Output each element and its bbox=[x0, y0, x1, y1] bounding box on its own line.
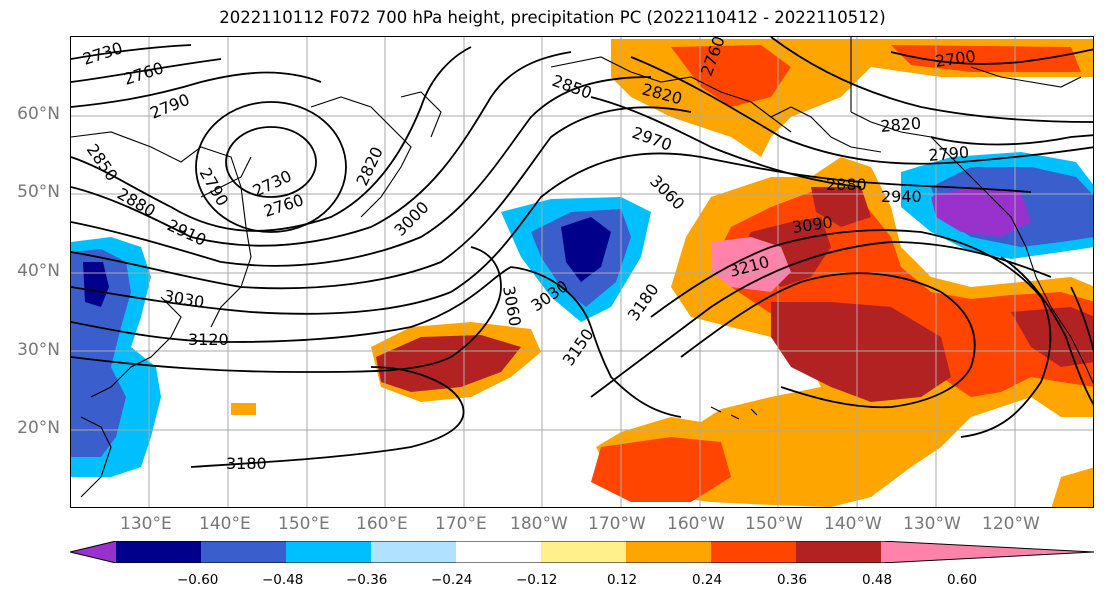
contour-label: 2970 bbox=[630, 123, 675, 155]
colorbar-tick-label: 0.36 bbox=[777, 572, 808, 588]
height-contours bbox=[71, 37, 1093, 468]
contour-label: 2730 bbox=[80, 38, 125, 69]
colorbar-segment bbox=[711, 541, 796, 563]
lon-label: 130°W bbox=[903, 514, 961, 534]
contour-label: 3120 bbox=[188, 330, 229, 349]
lon-label: 180°W bbox=[510, 514, 568, 534]
lon-label: 140°E bbox=[199, 514, 251, 534]
map-title: 2022110112 F072 700 hPa height, precipit… bbox=[219, 8, 886, 27]
map-canvas: 2730 2760 2790 2850 2880 2910 2730 2760 … bbox=[71, 37, 1093, 507]
lon-label: 140°W bbox=[824, 514, 882, 534]
contour-label: 3180 bbox=[226, 454, 267, 473]
contour-label: 2880 bbox=[826, 175, 867, 194]
colorbar-segment bbox=[116, 541, 201, 563]
lat-label: 50°N bbox=[17, 182, 60, 202]
lat-label: 30°N bbox=[17, 340, 60, 360]
lon-label: 160°W bbox=[667, 514, 725, 534]
lon-label: 120°W bbox=[982, 514, 1040, 534]
precip-positive-areas bbox=[231, 39, 1093, 507]
lat-label: 40°N bbox=[17, 261, 60, 281]
contour-label: 2910 bbox=[164, 215, 209, 249]
colorbar-segment bbox=[286, 541, 371, 563]
contour-label: 2790 bbox=[928, 143, 970, 165]
colorbar-tick-label: 0.48 bbox=[862, 572, 893, 588]
colorbar-segment bbox=[371, 541, 456, 563]
contour-label: 2760 bbox=[121, 58, 166, 89]
colorbar-segment bbox=[541, 541, 626, 563]
coastlines bbox=[71, 37, 1093, 498]
colorbar-segment bbox=[881, 541, 1094, 563]
precip-negative-areas bbox=[71, 152, 1093, 477]
colorbar-tick-label: 0.24 bbox=[692, 572, 723, 588]
colorbar-tick-label: −0.36 bbox=[346, 572, 388, 588]
colorbar bbox=[70, 541, 1094, 563]
colorbar-tick-label: −0.12 bbox=[516, 572, 558, 588]
lon-label: 130°E bbox=[120, 514, 172, 534]
colorbar-segment bbox=[626, 541, 711, 563]
colorbar-segment bbox=[70, 541, 116, 563]
contour-label: 3180 bbox=[624, 280, 663, 324]
contour-label: 3060 bbox=[499, 284, 525, 327]
colorbar-segment bbox=[796, 541, 881, 563]
lon-label: 160°E bbox=[356, 514, 408, 534]
lat-label: 20°N bbox=[17, 418, 60, 438]
lon-label: 170°E bbox=[435, 514, 487, 534]
graticule bbox=[71, 37, 1093, 507]
colorbar-tick-label: −0.24 bbox=[431, 572, 473, 588]
map-panel: 2730 2760 2790 2850 2880 2910 2730 2760 … bbox=[70, 36, 1094, 508]
lon-label: 150°W bbox=[745, 514, 803, 534]
contour-label: 2820 bbox=[352, 144, 386, 189]
colorbar-tick-label: −0.48 bbox=[262, 572, 304, 588]
contour-label: 2820 bbox=[880, 114, 922, 136]
lat-label: 60°N bbox=[17, 104, 60, 124]
contour-label: 3060 bbox=[646, 171, 688, 213]
lon-label: 150°E bbox=[278, 514, 330, 534]
contour-label: 2940 bbox=[881, 187, 922, 206]
colorbar-segment bbox=[456, 541, 541, 563]
colorbar-tick-label: 0.12 bbox=[607, 572, 638, 588]
colorbar-tick-label: −0.60 bbox=[177, 572, 219, 588]
lon-label: 170°W bbox=[588, 514, 646, 534]
contour-label: 3030 bbox=[162, 286, 205, 312]
colorbar-tick-label: 0.60 bbox=[947, 572, 978, 588]
colorbar-segment bbox=[201, 541, 286, 563]
